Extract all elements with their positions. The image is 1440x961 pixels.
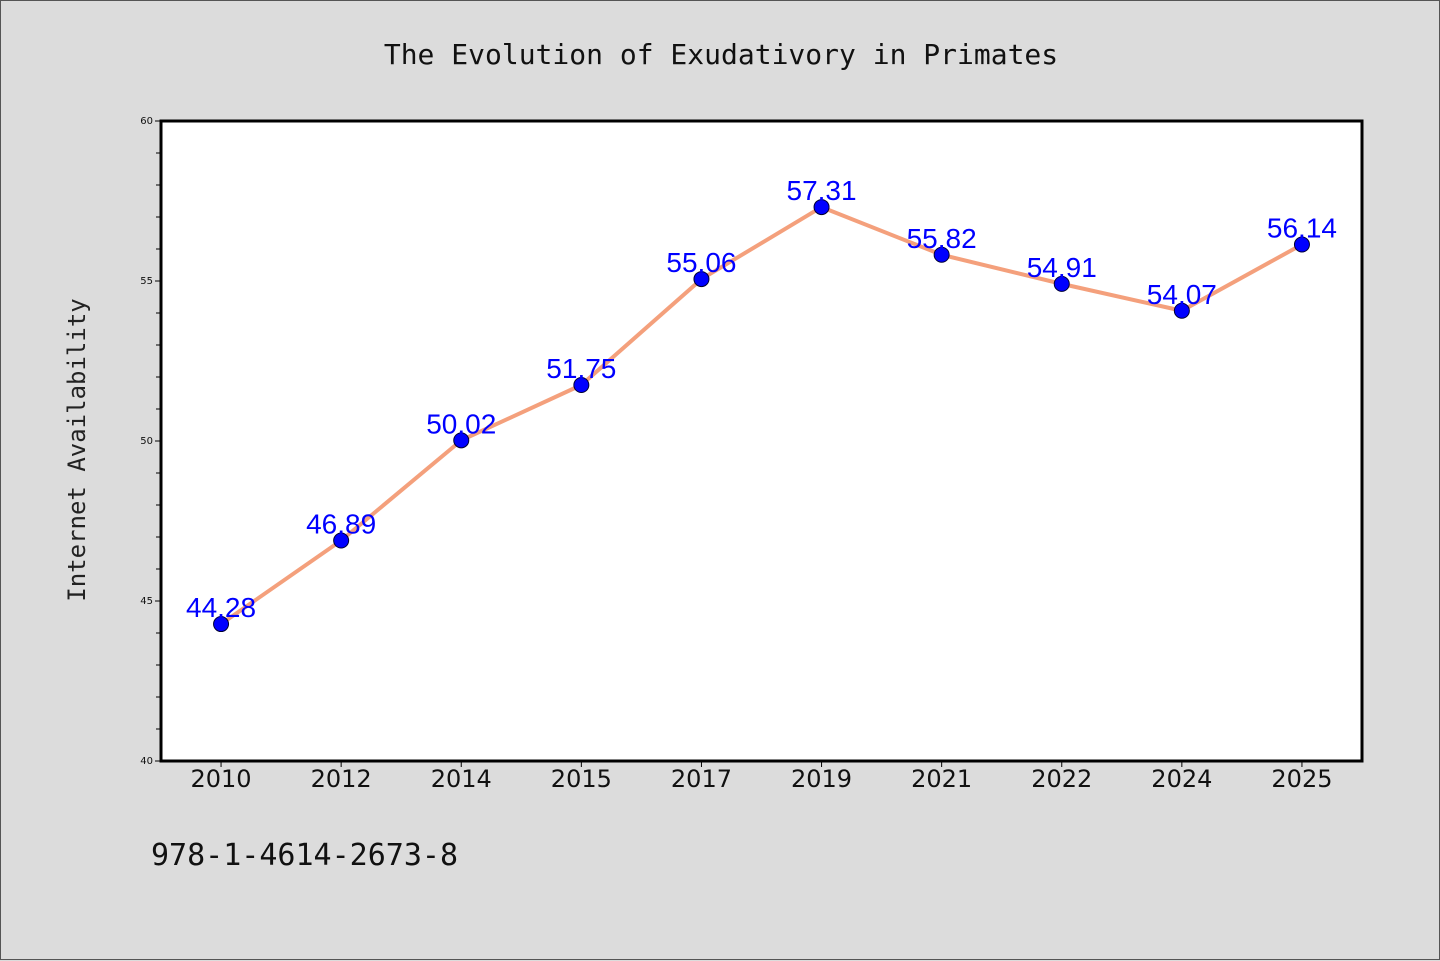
data-label: 51.75 — [546, 353, 616, 384]
y-tick-label: 40 — [140, 756, 153, 767]
series-line-layer — [219, 205, 1304, 627]
y-axis-label: Internet Availability — [63, 298, 91, 601]
data-label: 57.31 — [787, 175, 857, 206]
data-point — [453, 432, 470, 449]
x-tick-label: 2010 — [191, 765, 252, 793]
isbn-footnote: 978-1-4614-2673-8 — [151, 838, 458, 873]
data-label: 55.06 — [666, 247, 736, 278]
data-label: 54.91 — [1027, 252, 1097, 283]
x-tick-label: 2015 — [551, 765, 612, 793]
data-point — [1293, 236, 1310, 253]
data-labels: 44.28 46.89 50.02 51.75 55.06 57.31 55.82 54.91… — [186, 175, 1337, 623]
y-tick-label: 55 — [140, 276, 153, 287]
axis-ticks: 40 45 50 55 60 2010 2012 2014 2015 2017 2019 2021 20… — [140, 116, 1332, 793]
data-label: 55.82 — [907, 223, 977, 254]
chart-title: The Evolution of Exudativory in Primates — [384, 38, 1058, 71]
data-label: 50.02 — [426, 408, 496, 439]
y-tick-label: 50 — [140, 436, 153, 447]
data-label: 46.89 — [306, 509, 376, 540]
x-tick-label: 2014 — [431, 765, 492, 793]
data-point — [333, 532, 350, 549]
x-tick-label: 2017 — [671, 765, 732, 793]
series-line — [219, 205, 1304, 627]
data-label: 44.28 — [186, 592, 256, 623]
y-tick-label: 45 — [140, 596, 153, 607]
x-tick-label: 2012 — [311, 765, 372, 793]
data-point — [213, 616, 230, 633]
data-point — [933, 246, 950, 263]
series-markers — [213, 199, 1310, 633]
data-point — [693, 271, 710, 288]
x-tick-label: 2019 — [791, 765, 852, 793]
data-label: 54.07 — [1147, 279, 1217, 310]
x-tick-label: 2022 — [1031, 765, 1092, 793]
x-tick-label: 2025 — [1271, 765, 1332, 793]
data-point — [573, 377, 590, 393]
data-point — [1053, 275, 1070, 292]
data-point — [1173, 302, 1190, 319]
data-point — [813, 199, 830, 216]
plot-area — [159, 119, 1364, 763]
x-tick-label: 2024 — [1151, 765, 1212, 793]
x-tick-label: 2021 — [911, 765, 972, 793]
data-label: 56.14 — [1267, 213, 1337, 244]
y-tick-label: 60 — [140, 116, 153, 127]
